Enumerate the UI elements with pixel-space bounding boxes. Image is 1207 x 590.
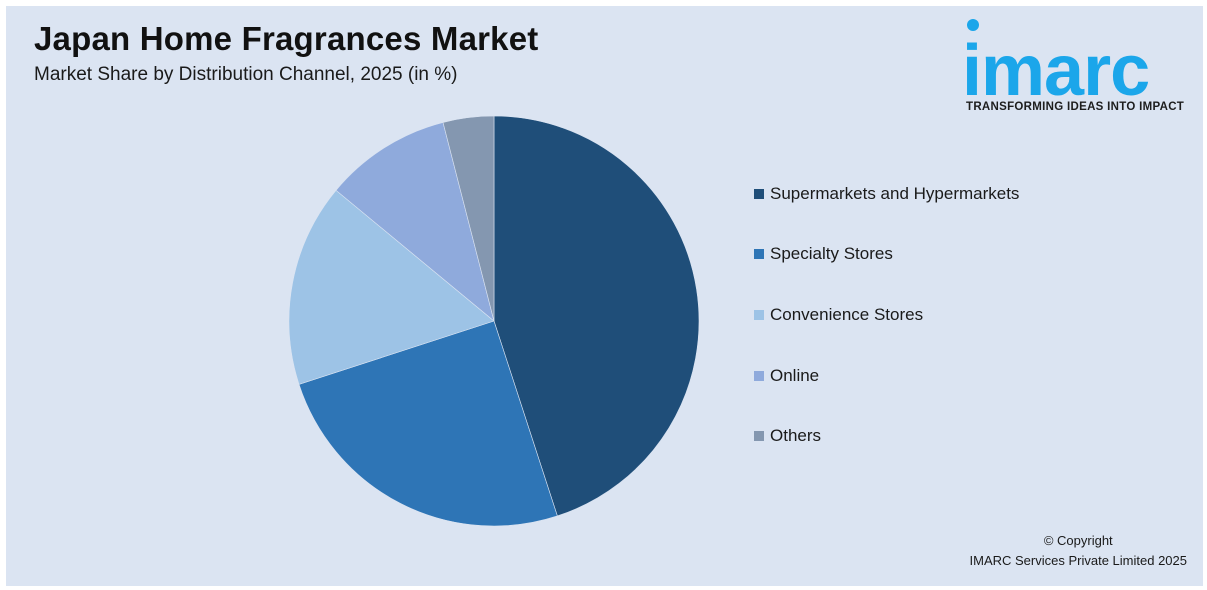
- legend-item-others: Others: [754, 425, 821, 447]
- legend-swatch: [754, 249, 764, 259]
- imarc-logo-icon: imarc: [962, 19, 1150, 111]
- pie-slice-specialty-stores: [298, 320, 558, 527]
- legend-swatch: [754, 371, 764, 381]
- legend-label: Convenience Stores: [770, 305, 924, 324]
- copyright-line-1: © Copyright: [1043, 533, 1113, 548]
- copyright-line-2: IMARC Services Private Limited 2025: [969, 553, 1187, 568]
- chart-title: Japan Home Fragrances Market: [34, 20, 539, 57]
- legend-label: Others: [770, 426, 822, 445]
- copyright-notice: © Copyright IMARC Services Private Limit…: [970, 531, 1187, 571]
- chart-subtitle: Market Share by Distribution Channel, 20…: [34, 64, 458, 85]
- pie-chart: [288, 115, 700, 527]
- legend-label: Specialty Stores: [770, 244, 893, 263]
- legend-item-supermarkets: Supermarkets and Hypermarkets: [754, 183, 1019, 205]
- legend-label: Supermarkets and Hypermarkets: [770, 184, 1020, 203]
- legend-swatch: [754, 431, 764, 441]
- logo-tagline: TRANSFORMING IDEAS INTO IMPACT: [966, 101, 1185, 113]
- pie-slice-others: [442, 115, 495, 322]
- pie-slice-supermarkets-and-hypermarkets: [493, 115, 700, 517]
- pie-slice-online: [335, 122, 495, 322]
- legend-swatch: [754, 310, 764, 320]
- logo-wordmark: imarc: [962, 31, 1149, 106]
- legend-swatch: [754, 189, 764, 199]
- legend-item-convenience-stores: Convenience Stores: [754, 304, 923, 326]
- imarc-logo: imarc: [962, 16, 1194, 120]
- pie-slice-convenience-stores: [288, 189, 495, 385]
- legend-item-specialty-stores: Specialty Stores: [754, 243, 893, 265]
- legend-item-online: Online: [754, 365, 819, 387]
- legend-label: Online: [770, 366, 820, 385]
